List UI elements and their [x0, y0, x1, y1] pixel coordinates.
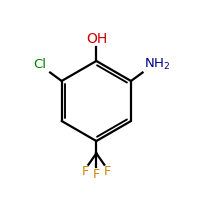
- Text: F: F: [93, 168, 100, 181]
- Text: NH$_2$: NH$_2$: [144, 57, 171, 72]
- Text: OH: OH: [86, 32, 108, 46]
- Text: F: F: [103, 165, 111, 178]
- Text: F: F: [82, 165, 89, 178]
- Text: Cl: Cl: [33, 58, 46, 71]
